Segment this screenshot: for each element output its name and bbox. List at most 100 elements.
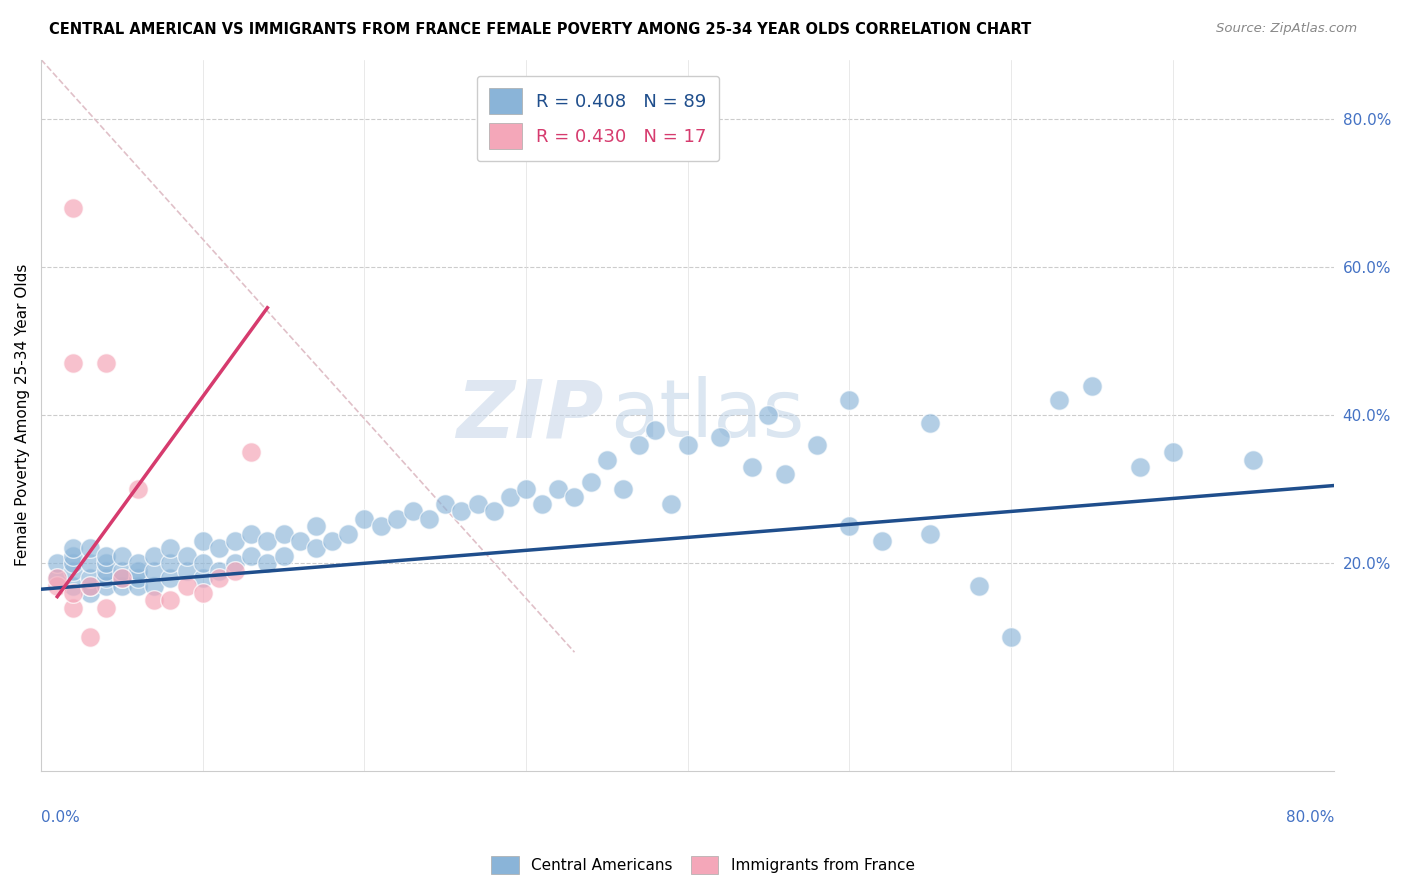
- Point: [62, 586, 84, 600]
- Point: [62, 541, 84, 556]
- Point: [967, 578, 990, 592]
- Point: [418, 512, 440, 526]
- Point: [111, 571, 134, 585]
- Text: 0.0%: 0.0%: [41, 810, 80, 825]
- Point: [273, 526, 295, 541]
- Point: [1047, 393, 1070, 408]
- Point: [676, 438, 699, 452]
- Point: [353, 512, 375, 526]
- Point: [46, 571, 69, 585]
- Point: [1080, 378, 1102, 392]
- Point: [579, 475, 602, 489]
- Point: [709, 430, 731, 444]
- Point: [273, 549, 295, 563]
- Point: [450, 504, 472, 518]
- Point: [143, 549, 166, 563]
- Point: [94, 564, 117, 578]
- Point: [208, 541, 231, 556]
- Point: [1161, 445, 1184, 459]
- Point: [547, 482, 569, 496]
- Point: [62, 578, 84, 592]
- Point: [321, 534, 343, 549]
- Legend: Central Americans, Immigrants from France: Central Americans, Immigrants from Franc…: [485, 850, 921, 880]
- Point: [482, 504, 505, 518]
- Legend: R = 0.408   N = 89, R = 0.430   N = 17: R = 0.408 N = 89, R = 0.430 N = 17: [477, 76, 720, 161]
- Point: [62, 356, 84, 370]
- Point: [402, 504, 425, 518]
- Point: [62, 557, 84, 571]
- Point: [62, 564, 84, 578]
- Point: [240, 549, 263, 563]
- Point: [111, 549, 134, 563]
- Point: [176, 549, 198, 563]
- Point: [94, 549, 117, 563]
- Point: [127, 564, 149, 578]
- Point: [1129, 460, 1152, 475]
- Point: [208, 564, 231, 578]
- Text: atlas: atlas: [610, 376, 804, 454]
- Point: [661, 497, 683, 511]
- Point: [1000, 631, 1022, 645]
- Text: CENTRAL AMERICAN VS IMMIGRANTS FROM FRANCE FEMALE POVERTY AMONG 25-34 YEAR OLDS : CENTRAL AMERICAN VS IMMIGRANTS FROM FRAN…: [49, 22, 1032, 37]
- Point: [305, 519, 328, 533]
- Point: [920, 526, 942, 541]
- Point: [191, 557, 214, 571]
- Text: 80.0%: 80.0%: [1286, 810, 1334, 825]
- Point: [773, 467, 796, 482]
- Point: [46, 557, 69, 571]
- Point: [191, 571, 214, 585]
- Point: [1241, 452, 1264, 467]
- Point: [838, 393, 860, 408]
- Point: [62, 201, 84, 215]
- Point: [111, 578, 134, 592]
- Point: [79, 578, 101, 592]
- Point: [94, 600, 117, 615]
- Point: [612, 482, 634, 496]
- Point: [224, 564, 246, 578]
- Point: [240, 445, 263, 459]
- Point: [94, 571, 117, 585]
- Point: [159, 571, 181, 585]
- Point: [62, 600, 84, 615]
- Point: [305, 541, 328, 556]
- Point: [370, 519, 392, 533]
- Point: [870, 534, 893, 549]
- Point: [596, 452, 619, 467]
- Point: [94, 356, 117, 370]
- Point: [94, 557, 117, 571]
- Point: [208, 571, 231, 585]
- Text: ZIP: ZIP: [456, 376, 603, 454]
- Point: [127, 482, 149, 496]
- Point: [159, 593, 181, 607]
- Point: [79, 541, 101, 556]
- Point: [240, 526, 263, 541]
- Point: [191, 534, 214, 549]
- Point: [46, 578, 69, 592]
- Point: [337, 526, 360, 541]
- Point: [806, 438, 828, 452]
- Point: [143, 593, 166, 607]
- Point: [920, 416, 942, 430]
- Point: [111, 571, 134, 585]
- Point: [159, 541, 181, 556]
- Point: [79, 586, 101, 600]
- Point: [127, 571, 149, 585]
- Point: [385, 512, 408, 526]
- Point: [741, 460, 763, 475]
- Point: [127, 557, 149, 571]
- Point: [256, 534, 278, 549]
- Y-axis label: Female Poverty Among 25-34 Year Olds: Female Poverty Among 25-34 Year Olds: [15, 264, 30, 566]
- Point: [94, 578, 117, 592]
- Point: [159, 557, 181, 571]
- Point: [127, 578, 149, 592]
- Point: [176, 564, 198, 578]
- Point: [628, 438, 651, 452]
- Point: [256, 557, 278, 571]
- Point: [758, 408, 780, 422]
- Point: [143, 578, 166, 592]
- Point: [191, 586, 214, 600]
- Point: [467, 497, 489, 511]
- Point: [176, 578, 198, 592]
- Point: [499, 490, 522, 504]
- Point: [143, 564, 166, 578]
